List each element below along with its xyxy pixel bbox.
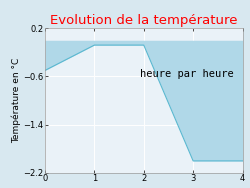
Title: Evolution de la température: Evolution de la température bbox=[50, 14, 238, 27]
Y-axis label: Température en °C: Température en °C bbox=[11, 58, 20, 143]
Text: heure par heure: heure par heure bbox=[140, 69, 234, 79]
